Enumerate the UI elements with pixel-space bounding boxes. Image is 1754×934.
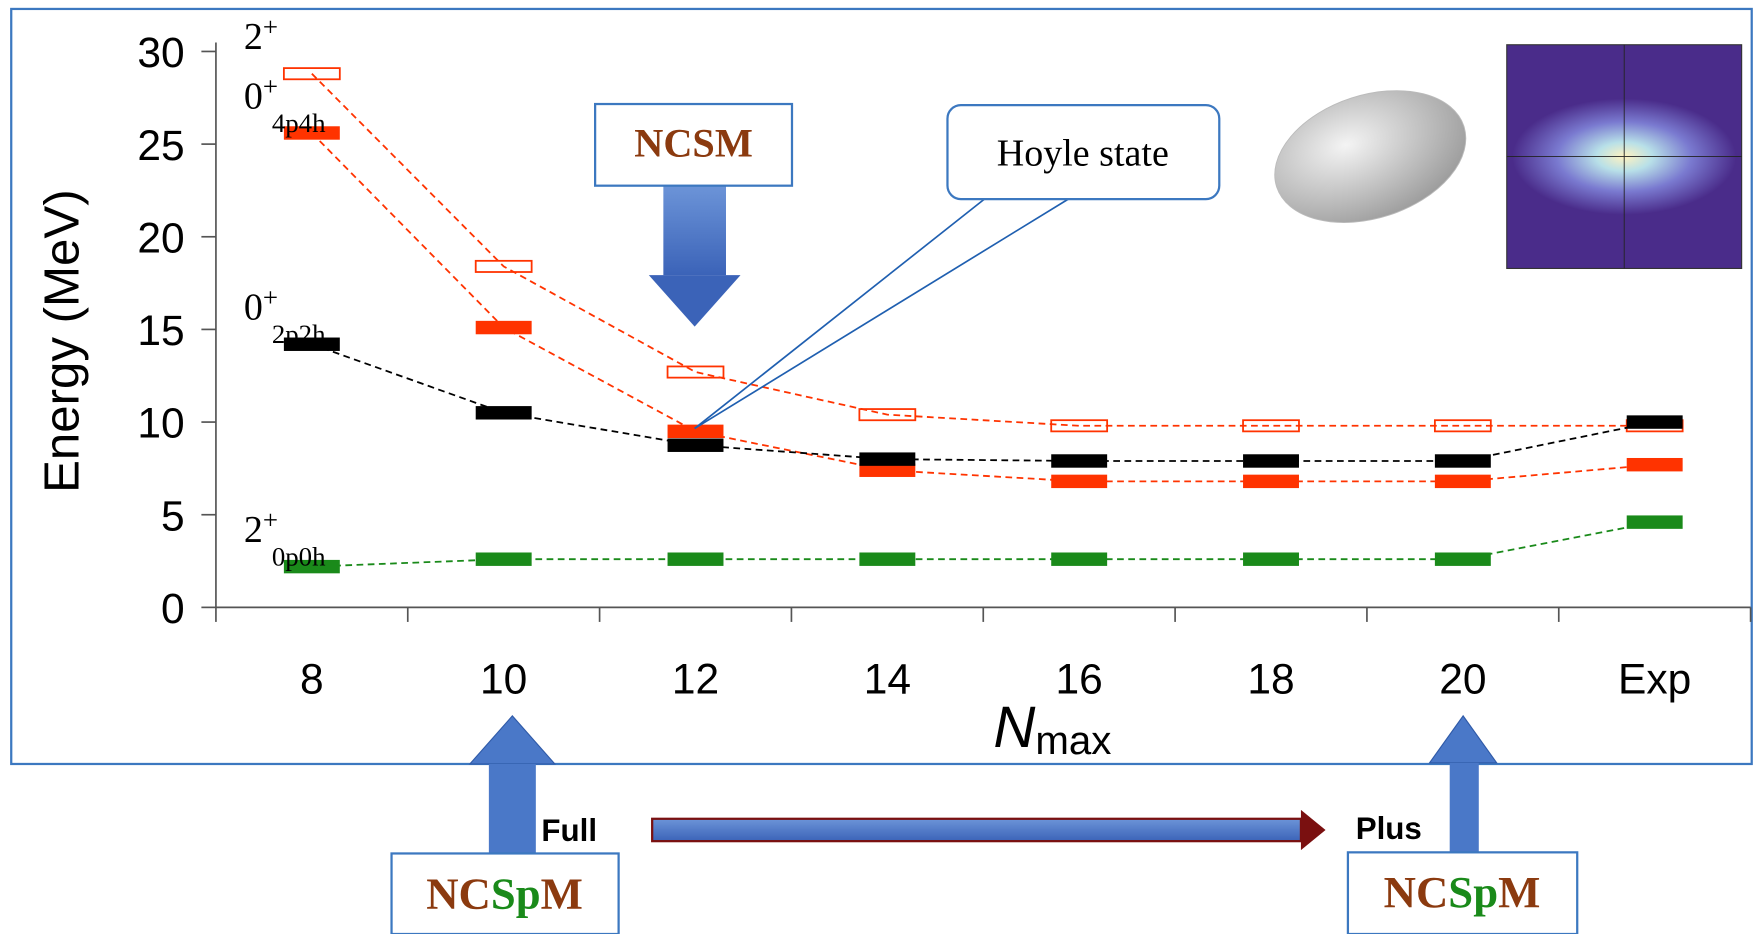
hoyle-label: Hoyle state bbox=[997, 133, 1169, 175]
density-inset bbox=[1507, 45, 1742, 269]
ncspm-right: NCSpM bbox=[1384, 867, 1541, 917]
y-tick-label: 15 bbox=[137, 308, 184, 355]
level-sub: 4p4h bbox=[272, 108, 326, 138]
x-tick-label: 10 bbox=[480, 657, 527, 704]
level-sub: 0p0h bbox=[272, 541, 326, 571]
level-bar bbox=[668, 366, 724, 377]
plus-label: Plus bbox=[1356, 811, 1422, 846]
level-bar bbox=[1243, 552, 1299, 565]
full-label: Full bbox=[541, 813, 597, 848]
level-state: 2 bbox=[244, 509, 263, 551]
ncspm-part: M bbox=[1498, 867, 1540, 917]
level-bar bbox=[1051, 454, 1107, 467]
level-bar bbox=[1627, 515, 1683, 528]
bottom-annotations: Full Plus NCSpM NCSpM bbox=[392, 716, 1578, 934]
x-tick-label: Exp bbox=[1618, 657, 1691, 704]
x-axis-title-sub: max bbox=[1035, 718, 1111, 763]
x-tick-label: 12 bbox=[672, 657, 719, 704]
level-parity: + bbox=[263, 282, 278, 312]
ncspm-part: M bbox=[541, 868, 583, 918]
level-bar bbox=[668, 439, 724, 452]
ncspm-part: NC bbox=[426, 868, 491, 918]
y-tick-label: 25 bbox=[137, 123, 184, 170]
level-label: 2+ bbox=[244, 12, 278, 58]
shape-inset bbox=[1258, 68, 1483, 246]
y-tick-label: 0 bbox=[161, 586, 185, 633]
level-bar bbox=[476, 406, 532, 419]
level-bar bbox=[668, 425, 724, 438]
level-bar bbox=[1627, 415, 1683, 428]
y-tick-label: 5 bbox=[161, 493, 185, 540]
level-bar bbox=[1243, 475, 1299, 488]
ncspm-part: NC bbox=[1384, 867, 1449, 917]
ncspm-left: NCSpM bbox=[426, 868, 583, 918]
level-label: 0+4p4h bbox=[244, 71, 326, 138]
chart: 0510152025308101214161820Exp2+0+4p4h0+2p… bbox=[0, 0, 1754, 934]
level-bar bbox=[859, 552, 915, 565]
level-bar bbox=[1435, 454, 1491, 467]
level-bar bbox=[1243, 454, 1299, 467]
level-bar bbox=[1051, 552, 1107, 565]
x-tick-label: 20 bbox=[1439, 657, 1486, 704]
level-bar bbox=[668, 552, 724, 565]
x-axis-title-main: N bbox=[993, 695, 1036, 760]
level-bar bbox=[1435, 475, 1491, 488]
x-tick-label: 18 bbox=[1247, 657, 1294, 704]
level-state: 0 bbox=[244, 287, 263, 329]
level-connector bbox=[312, 344, 1655, 461]
level-bar bbox=[476, 321, 532, 334]
level-state: 2 bbox=[244, 16, 263, 58]
y-tick-label: 10 bbox=[137, 401, 184, 448]
x-tick-label: 14 bbox=[864, 657, 911, 704]
y-tick-label: 20 bbox=[137, 215, 184, 262]
x-tick-label: 16 bbox=[1056, 657, 1103, 704]
level-bar bbox=[1051, 475, 1107, 488]
x-tick-label: 8 bbox=[300, 657, 324, 704]
level-bar bbox=[1627, 458, 1683, 471]
level-sub: 2p2h bbox=[272, 319, 326, 349]
ncsm-callout: NCSM bbox=[595, 104, 792, 327]
y-axis-title: Energy (MeV) bbox=[34, 189, 89, 493]
y-tick-label: 30 bbox=[137, 30, 184, 77]
ncspm-part: Sp bbox=[491, 868, 541, 918]
level-parity: + bbox=[263, 12, 278, 42]
level-parity: + bbox=[263, 71, 278, 101]
level-bar bbox=[859, 452, 915, 465]
level-state: 0 bbox=[244, 75, 263, 117]
level-label: 2+0p0h bbox=[244, 505, 326, 572]
level-bar bbox=[1435, 552, 1491, 565]
level-label: 0+2p2h bbox=[244, 282, 326, 349]
ncspm-part: Sp bbox=[1448, 867, 1498, 917]
level-bar bbox=[476, 552, 532, 565]
ncsm-label: NCSM bbox=[634, 121, 753, 166]
x-axis-title: Nmax bbox=[993, 695, 1111, 763]
level-parity: + bbox=[263, 505, 278, 535]
